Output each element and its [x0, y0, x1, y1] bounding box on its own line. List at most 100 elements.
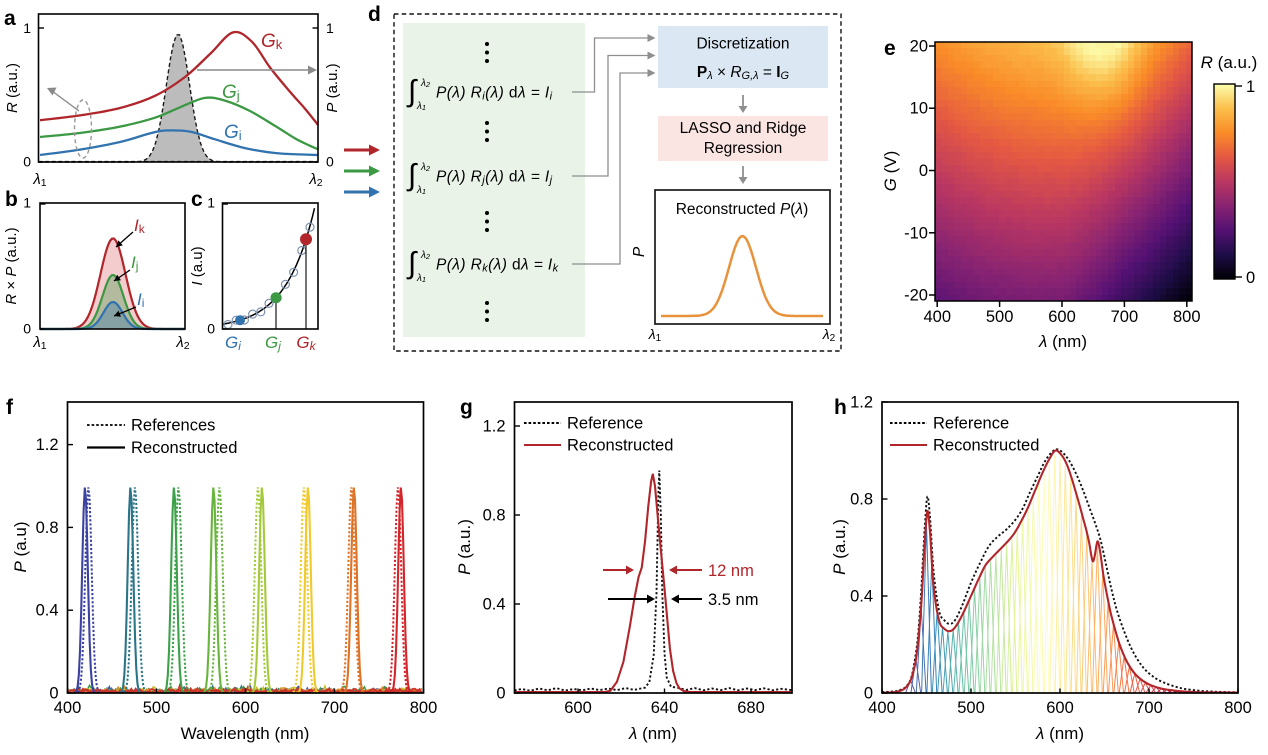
svg-text:20: 20	[910, 37, 928, 55]
svg-text:1.2: 1.2	[36, 436, 59, 454]
svg-text:λ1: λ1	[416, 273, 426, 284]
svg-text:0.4: 0.4	[36, 602, 59, 620]
svg-text:G (V): G (V)	[881, 151, 900, 192]
svg-text:Pλ × RG,λ = IG: Pλ × RG,λ = IG	[697, 64, 790, 82]
svg-text:R (a.u.): R (a.u.)	[1201, 53, 1258, 72]
svg-text:Reference: Reference	[567, 415, 643, 433]
svg-text:12 nm: 12 nm	[708, 562, 754, 580]
svg-text:400: 400	[923, 308, 951, 326]
svg-text:Gk: Gk	[296, 333, 316, 353]
svg-text:10: 10	[910, 100, 928, 118]
svg-text:Ik: Ik	[134, 216, 146, 236]
svg-text:R × P (a.u.): R × P (a.u.)	[3, 227, 20, 304]
svg-text:Reconstructed: Reconstructed	[567, 437, 673, 455]
svg-text:P (a.u.): P (a.u.)	[830, 519, 849, 575]
svg-text:P: P	[631, 246, 648, 257]
svg-text:1.2: 1.2	[483, 418, 506, 436]
svg-text:h: h	[834, 396, 847, 419]
svg-text:λ (nm): λ (nm)	[1035, 724, 1084, 743]
svg-text:Reconstructed P(λ): Reconstructed P(λ)	[676, 201, 809, 218]
svg-text:I (a.u): I (a.u)	[189, 246, 206, 285]
svg-text:500: 500	[143, 699, 171, 717]
svg-text:0.4: 0.4	[850, 588, 873, 606]
svg-text:λ2: λ2	[175, 334, 189, 352]
svg-text:700: 700	[1135, 699, 1163, 717]
svg-text:λ2: λ2	[420, 250, 431, 261]
svg-text:0: 0	[23, 154, 31, 170]
svg-text:λ1: λ1	[32, 171, 46, 189]
svg-text:1: 1	[326, 20, 334, 36]
svg-text:800: 800	[1173, 308, 1201, 326]
svg-text:Ii: Ii	[137, 290, 144, 310]
svg-text:λ1: λ1	[416, 101, 426, 112]
svg-text:0: 0	[207, 321, 215, 337]
svg-text:P (a.u): P (a.u)	[11, 521, 30, 572]
svg-text:e: e	[884, 37, 896, 60]
svg-text:Wavelength (nm): Wavelength (nm)	[181, 724, 310, 743]
svg-text:0: 0	[496, 685, 505, 703]
svg-text:1: 1	[207, 195, 215, 211]
svg-text:3.5 nm: 3.5 nm	[708, 591, 758, 609]
svg-text:P(λ) Ri(λ) dλ = Ii: P(λ) Ri(λ) dλ = Ii	[436, 85, 553, 103]
svg-text:-20: -20	[904, 287, 928, 305]
svg-text:0: 0	[919, 162, 928, 180]
svg-text:700: 700	[321, 699, 349, 717]
svg-text:λ1: λ1	[32, 334, 46, 352]
svg-text:g: g	[460, 396, 473, 419]
svg-text:P (a.u.): P (a.u.)	[324, 63, 341, 112]
svg-text:800: 800	[1224, 699, 1252, 717]
svg-text:λ2: λ2	[420, 162, 431, 173]
svg-text:Discretization: Discretization	[696, 36, 789, 53]
svg-text:0: 0	[326, 154, 334, 170]
svg-text:400: 400	[54, 699, 82, 717]
svg-text:a: a	[4, 7, 16, 30]
svg-text:∫: ∫	[406, 247, 418, 280]
svg-text:1: 1	[1246, 78, 1255, 96]
svg-text:Reconstructed: Reconstructed	[131, 439, 237, 457]
svg-text:Gj: Gj	[265, 333, 281, 353]
svg-text:f: f	[6, 396, 14, 419]
svg-text:λ (nm): λ (nm)	[1038, 332, 1087, 351]
svg-text:680: 680	[737, 699, 765, 717]
svg-text:LASSO and Ridge: LASSO and Ridge	[680, 120, 807, 137]
svg-text:600: 600	[564, 699, 592, 717]
svg-text:800: 800	[410, 699, 438, 717]
svg-text:P(λ) Rj(λ) dλ = Ij: P(λ) Rj(λ) dλ = Ij	[436, 169, 553, 187]
svg-text:500: 500	[957, 699, 985, 717]
svg-text:P (a.u.): P (a.u.)	[455, 519, 474, 575]
svg-text:0: 0	[1246, 269, 1255, 287]
svg-text:0: 0	[23, 321, 31, 337]
svg-text:d: d	[368, 3, 381, 26]
svg-text:Gj: Gj	[222, 82, 240, 103]
svg-text:0.8: 0.8	[850, 491, 873, 509]
svg-text:0.8: 0.8	[483, 507, 506, 525]
svg-text:λ2: λ2	[420, 78, 431, 89]
svg-text:1.2: 1.2	[850, 394, 873, 412]
svg-text:P(λ) Rk(λ) dλ = Ik: P(λ) Rk(λ) dλ = Ik	[436, 257, 559, 275]
svg-text:Reconstructed: Reconstructed	[933, 437, 1039, 455]
svg-text:1: 1	[23, 195, 31, 211]
svg-text:References: References	[131, 417, 215, 435]
svg-text:600: 600	[232, 699, 260, 717]
svg-text:0: 0	[864, 685, 873, 703]
svg-text:600: 600	[1046, 699, 1074, 717]
svg-text:500: 500	[986, 308, 1014, 326]
svg-text:∫: ∫	[406, 75, 418, 108]
svg-text:λ2: λ2	[822, 326, 836, 344]
svg-text:λ (nm): λ (nm)	[628, 724, 677, 743]
svg-text:Ij: Ij	[131, 253, 138, 273]
svg-text:R (a.u.): R (a.u.)	[4, 63, 21, 113]
svg-text:Gi: Gi	[225, 333, 241, 353]
svg-text:Gk: Gk	[261, 31, 283, 52]
svg-text:c: c	[191, 188, 203, 211]
svg-text:0.4: 0.4	[483, 596, 506, 614]
svg-text:-10: -10	[904, 224, 928, 242]
svg-text:Reference: Reference	[933, 415, 1009, 433]
svg-text:∫: ∫	[406, 159, 418, 192]
svg-text:600: 600	[1048, 308, 1076, 326]
svg-text:700: 700	[1111, 308, 1139, 326]
svg-text:1: 1	[23, 20, 31, 36]
svg-text:b: b	[5, 188, 18, 211]
svg-text:640: 640	[651, 699, 679, 717]
svg-text:Regression: Regression	[704, 140, 782, 157]
